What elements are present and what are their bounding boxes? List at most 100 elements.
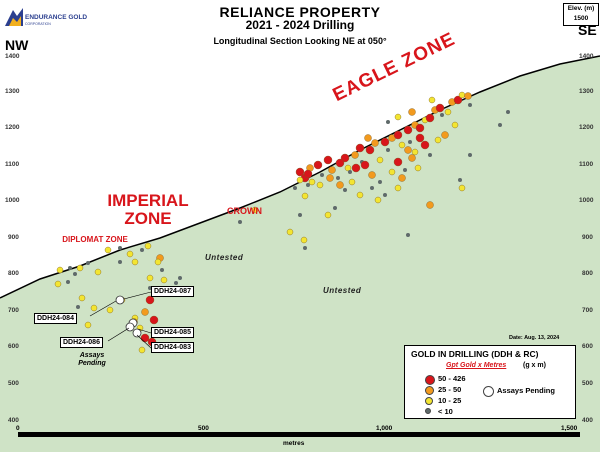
hole-label-ddh24-087: DDH24-087 <box>151 286 194 297</box>
intercept-trace <box>498 123 502 127</box>
intercept-mid <box>336 181 344 189</box>
intercept-trace <box>118 260 122 264</box>
intercept-trace <box>343 188 347 192</box>
intercept-trace <box>333 206 337 210</box>
elev-tick-left: 400 <box>8 417 19 424</box>
legend-dot-low <box>425 397 433 405</box>
intercept-low <box>56 266 64 274</box>
intercept-trace <box>160 268 164 272</box>
intercept-low <box>144 242 152 250</box>
intercept-trace <box>468 153 472 157</box>
drill-intercepts <box>54 91 510 354</box>
hole-label-ddh24-084: DDH24-084 <box>34 313 77 324</box>
intercept-mid <box>408 154 416 162</box>
legend-item-label: 25 - 50 <box>438 385 462 394</box>
elev-tick-right: 800 <box>582 270 593 277</box>
intercept-trace <box>408 140 412 144</box>
intercept-low <box>154 258 162 266</box>
intercept-high <box>415 133 425 143</box>
intercept-mid <box>364 134 372 142</box>
section-subtitle: Longitudinal Section Looking NE at 050° <box>213 36 387 46</box>
intercept-mid <box>328 166 336 174</box>
intercept-low <box>411 148 419 156</box>
intercept-low <box>344 164 352 172</box>
intercept-low <box>126 250 134 258</box>
intercept-trace <box>440 113 444 117</box>
scale-unit: metres <box>283 440 305 447</box>
elev-tick-right: 400 <box>582 417 593 424</box>
intercept-mid <box>351 151 359 159</box>
intercept-high <box>420 140 430 150</box>
intercept-high <box>295 167 305 177</box>
intercept-trace <box>140 248 144 252</box>
elev-tick-left: 800 <box>8 270 19 277</box>
untested-label: Untested <box>323 286 362 295</box>
se-label: SE <box>578 22 597 38</box>
intercept-low <box>76 264 84 272</box>
intercept-mid <box>408 108 416 116</box>
intercept-low <box>376 156 384 164</box>
pending-assay-holes <box>115 295 142 338</box>
intercept-trace <box>406 233 410 237</box>
intercept-low <box>348 178 356 186</box>
intercept-high <box>149 315 159 325</box>
intercept-high <box>313 160 323 170</box>
intercept-low <box>54 280 62 288</box>
logo-text: ENDURANCE GOLD <box>25 14 88 21</box>
intercept-low <box>146 274 154 282</box>
intercept-low <box>300 236 308 244</box>
intercept-low <box>84 321 92 329</box>
intercept-high <box>303 169 313 179</box>
intercept-trace <box>370 186 374 190</box>
nw-label: NW <box>5 37 29 53</box>
intercept-high <box>360 160 370 170</box>
elev-tick-left: 600 <box>8 343 19 350</box>
elev-tick-left: 1300 <box>5 88 20 95</box>
leader-line <box>137 328 152 334</box>
elev-tick-left: 700 <box>8 307 19 314</box>
company-logo: ENDURANCE GOLD CORPORATION <box>3 6 87 32</box>
intercept-low <box>131 258 139 266</box>
intercept-low <box>428 96 436 104</box>
legend-dot-high <box>425 375 435 385</box>
legend-pending-dot <box>483 386 494 397</box>
hole-label-leaders <box>89 291 152 349</box>
intercept-high <box>453 95 463 105</box>
intercept-low <box>356 191 364 199</box>
intercept-low <box>138 346 146 354</box>
intercept-trace <box>76 305 80 309</box>
intercept-low <box>388 168 396 176</box>
title-line-1: RELIANCE PROPERTY <box>219 4 381 20</box>
elev-tick-right: 1400 <box>579 53 594 60</box>
intercept-trace <box>378 180 382 184</box>
elev-tick-right: 900 <box>582 234 593 241</box>
intercept-low <box>316 181 324 189</box>
legend-title: GOLD IN DRILLING (DDH & RC) <box>411 349 539 359</box>
pending-hole-marker <box>115 295 125 305</box>
intercept-mid <box>426 201 434 209</box>
elev-tick-right: 700 <box>582 307 593 314</box>
elevation-label: Elev. (m) <box>567 5 595 12</box>
intercept-high <box>403 125 413 135</box>
intercept-low <box>301 192 309 200</box>
intercept-high <box>365 145 375 155</box>
imperial-zone-label: IMPERIAL ZONE <box>107 191 189 228</box>
elev-tick-right: 1200 <box>579 124 594 131</box>
intercept-trace <box>428 153 432 157</box>
intercept-trace <box>238 220 242 224</box>
elev-tick-left: 1000 <box>5 197 20 204</box>
elev-tick-right: 1000 <box>579 197 594 204</box>
legend-pending-label: Assays Pending <box>497 386 555 395</box>
elev-tick-right: 500 <box>582 380 593 387</box>
intercept-high <box>415 123 425 133</box>
intercept-high <box>335 158 345 168</box>
intercept-low <box>106 306 114 314</box>
assays-pending-note: Assays Pending <box>78 352 106 368</box>
pending-hole-marker <box>125 322 135 332</box>
legend-subtitle: Gpt Gold x Metres <box>446 362 507 369</box>
legend-unit: (g x m) <box>523 362 546 369</box>
legend-item-label: 10 - 25 <box>438 396 462 405</box>
intercept-mid <box>371 139 379 147</box>
intercept-trace <box>468 103 472 107</box>
